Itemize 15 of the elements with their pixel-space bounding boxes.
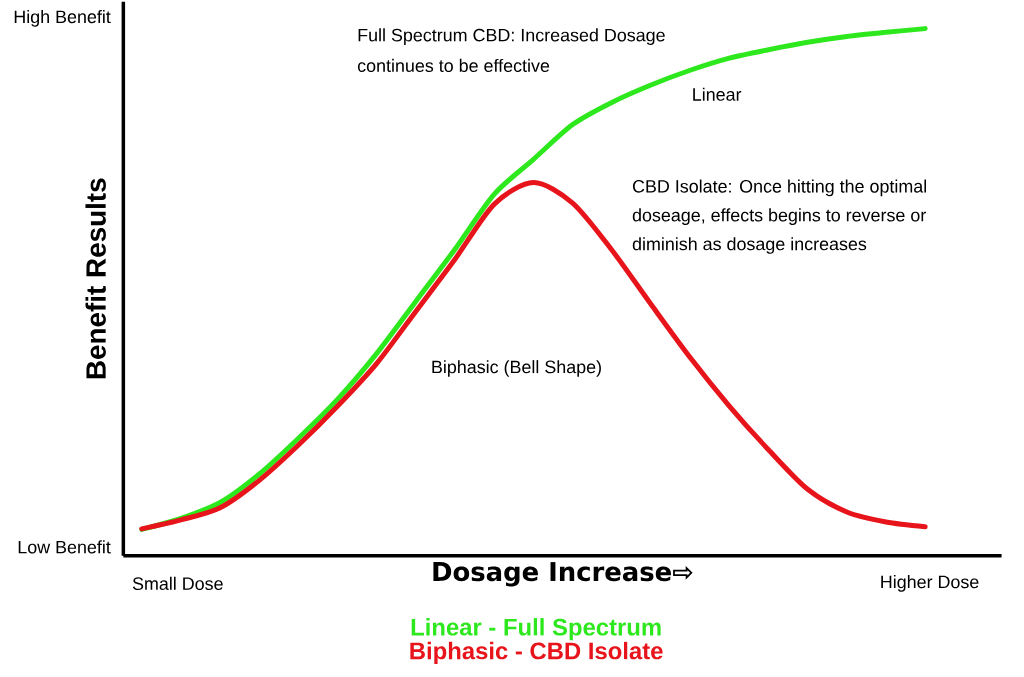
annotation: CBD Isolate: Once hitting the optimal bbox=[632, 179, 927, 197]
text: High Benefit bbox=[14, 9, 111, 27]
text: Linear - Full Spectrum bbox=[411, 618, 661, 641]
text: Biphasic - CBD Isolate bbox=[410, 641, 663, 665]
annotation: diminish as dosage increases bbox=[632, 237, 867, 254]
x-axis-title: Dosage Increase⇨ bbox=[433, 562, 693, 587]
y-axis-title: Benefit Results bbox=[85, 178, 106, 379]
text: Small Dose bbox=[132, 576, 223, 590]
annotation: continues to be effective bbox=[357, 58, 550, 72]
annotation: Biphasic (Bell Shape) bbox=[432, 360, 601, 377]
annotation: doseage, effects begins to reverse or bbox=[632, 208, 926, 225]
text: Low Benefit bbox=[18, 540, 111, 554]
annotation: Full Spectrum CBD: Increased Dosage bbox=[358, 28, 665, 45]
text: Higher Dose bbox=[881, 575, 979, 592]
annotation: Linear bbox=[693, 87, 742, 101]
